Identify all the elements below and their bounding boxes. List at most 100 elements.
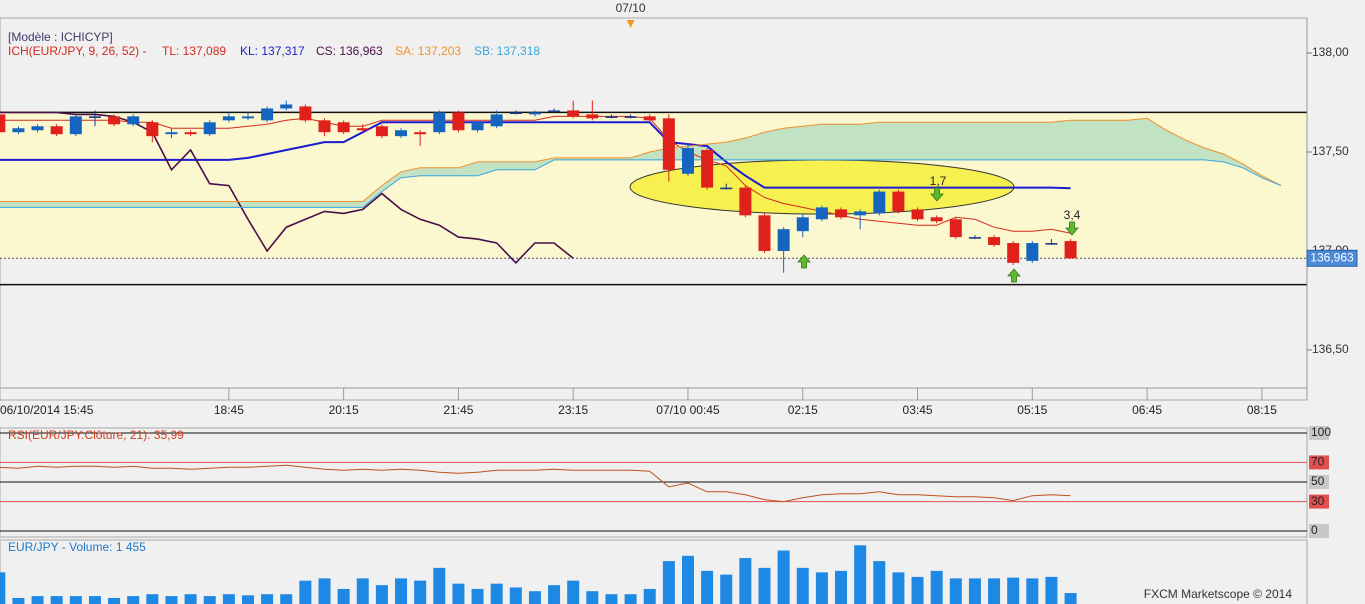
legend-indicator: ICH(EUR/JPY, 9, 26, 52) - (8, 44, 147, 58)
candle-body (127, 116, 140, 125)
candle-body (318, 120, 331, 133)
volume-bar (815, 572, 828, 604)
candle-body (337, 122, 350, 133)
volume-bar (739, 558, 752, 604)
candle-body (433, 112, 446, 133)
candle-body (796, 217, 809, 232)
volume-bar (127, 596, 140, 604)
candle-body (930, 217, 943, 222)
candle-body (835, 209, 848, 218)
cloud-fill (0, 118, 1281, 208)
candle-body (241, 116, 254, 119)
volume-bar (108, 597, 121, 604)
rsi-line (0, 464, 1071, 503)
volume-bar (1064, 593, 1077, 604)
volume-bar (375, 585, 388, 604)
volume-bar (528, 591, 541, 604)
date-marker-arrow (626, 20, 635, 28)
signal-label: 3,4 (1064, 208, 1081, 222)
candle-body (184, 132, 197, 135)
last-price-box (1306, 249, 1358, 267)
candle-body (528, 112, 541, 115)
candle-body (261, 108, 274, 121)
candle-body (452, 112, 465, 131)
volume-bar (299, 580, 312, 604)
volume-bar (165, 596, 178, 604)
volume-bar (1007, 577, 1020, 604)
candle-body (567, 110, 580, 117)
candle-body (777, 229, 790, 251)
legend-entry: TL: 137,089 (162, 44, 226, 58)
volume-bar (241, 595, 254, 604)
candle-body (681, 148, 694, 174)
y-tick-box (1309, 524, 1329, 539)
candle-body (88, 116, 101, 118)
y-tick-label: 136,50 (1312, 342, 1349, 356)
volume-bar (567, 580, 580, 604)
indicator-line (0, 117, 1282, 202)
volume-bar (471, 588, 484, 604)
volume-bar (930, 570, 943, 604)
y-tick-box (1309, 475, 1329, 490)
panel-title: EUR/JPY - Volume: 1 455 (8, 540, 146, 554)
y-tick-label: 138,00 (1312, 45, 1349, 59)
candle-body (69, 116, 82, 135)
candle-body (662, 118, 675, 170)
candle-body (605, 116, 618, 118)
signal-arrow (1007, 268, 1021, 283)
footer: FXCM Marketscope © 2014 (1144, 587, 1293, 601)
volume-bar (184, 594, 197, 604)
date-marker: 07/10 (616, 1, 646, 15)
candle-body (1064, 241, 1077, 259)
legend-entry: SA: 137,203 (395, 44, 461, 58)
candle-body (643, 116, 656, 121)
volume-bar (0, 572, 6, 604)
y-tick-label: 100 (1311, 425, 1331, 439)
candle-body (31, 126, 44, 131)
x-tick-label: 06/10/2014 15:45 (0, 403, 94, 417)
volume-bar (88, 596, 101, 604)
volume-bar (949, 578, 962, 604)
x-tick-label: 20:15 (329, 403, 359, 417)
x-tick-label: 23:15 (558, 403, 588, 417)
volume-bar (624, 594, 637, 604)
volume-bar (548, 585, 561, 604)
candle-body (815, 207, 828, 220)
indicator-line (0, 121, 1071, 190)
volume-bar (509, 587, 522, 604)
candle-body (720, 187, 733, 190)
volume-bar (490, 583, 503, 604)
candle-body (1045, 243, 1058, 245)
volume-bar (586, 591, 599, 604)
candle-body (375, 126, 388, 137)
legend-entry: CS: 136,963 (316, 44, 383, 58)
y-tick-label: 70 (1311, 455, 1325, 469)
volume-bar (777, 550, 790, 604)
legend-entry: KL: 137,317 (240, 44, 305, 58)
x-tick-label: 08:15 (1247, 403, 1277, 417)
candle-body (12, 128, 25, 133)
volume-bar (50, 596, 63, 604)
volume-bar (203, 596, 216, 604)
candle-body (548, 110, 561, 113)
legend-entry: SB: 137,318 (474, 44, 540, 58)
candle-body (873, 191, 886, 214)
volume-bar (395, 578, 408, 604)
candle-body (108, 116, 121, 125)
volume-bar (69, 596, 82, 604)
legend-title: [Modèle : ICHICYP] (8, 30, 113, 44)
candle-body (471, 122, 484, 131)
y-tick-label: 137,50 (1312, 144, 1349, 158)
indicator-line (0, 159, 1282, 208)
volume-bar (662, 561, 675, 604)
volume-bar (835, 570, 848, 604)
volume-bar (222, 594, 235, 604)
volume-bar (146, 594, 159, 604)
volume-bar (337, 588, 350, 604)
volume-bar (681, 555, 694, 604)
signal-arrow (930, 187, 944, 202)
volume-bar (758, 567, 771, 604)
x-tick-label: 06:45 (1132, 403, 1162, 417)
candle-body (968, 237, 981, 239)
